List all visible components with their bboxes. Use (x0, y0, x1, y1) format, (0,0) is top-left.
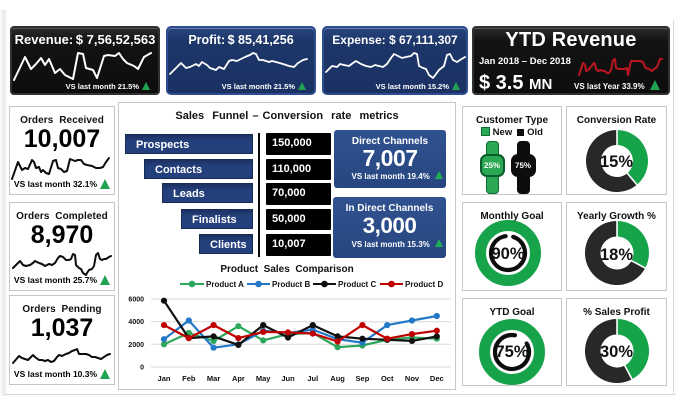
svg-text:Sep: Sep (356, 374, 370, 383)
svg-text:Aug: Aug (330, 374, 345, 383)
svg-text:Jul: Jul (307, 374, 318, 383)
svg-text:Jan: Jan (158, 374, 171, 383)
svg-text:Product B: Product B (272, 280, 310, 289)
svg-text:Nov: Nov (405, 374, 420, 383)
svg-text:Product A: Product A (206, 280, 244, 289)
svg-text:0: 0 (140, 365, 144, 372)
svg-text:Oct: Oct (381, 374, 394, 383)
svg-text:Apr: Apr (232, 374, 245, 383)
svg-text:4000: 4000 (128, 319, 144, 326)
svg-text:6000: 6000 (128, 297, 144, 304)
svg-text:Dec: Dec (430, 374, 444, 383)
svg-text:Product D: Product D (405, 280, 443, 289)
svg-text:Product C: Product C (338, 280, 376, 289)
svg-text:2000: 2000 (128, 342, 144, 349)
svg-text:Feb: Feb (182, 374, 196, 383)
svg-text:Jun: Jun (281, 374, 295, 383)
svg-text:May: May (256, 374, 271, 383)
svg-text:Mar: Mar (207, 374, 220, 383)
